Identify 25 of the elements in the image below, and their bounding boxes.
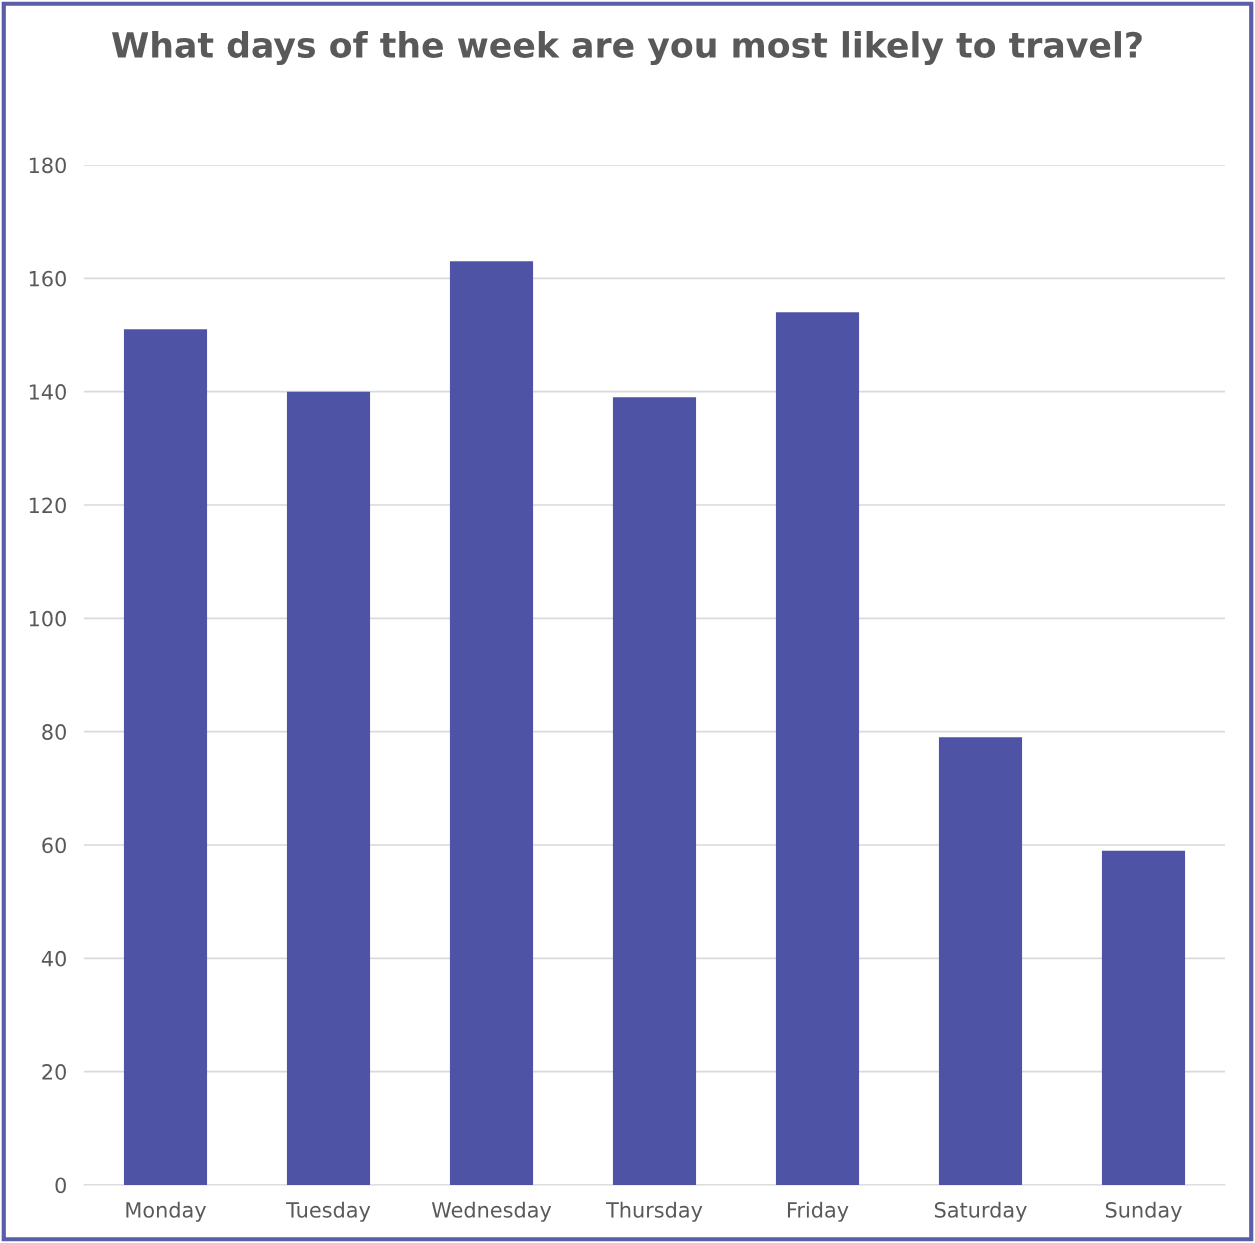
y-tick-label: 140 <box>29 384 66 400</box>
bar <box>123 329 208 1185</box>
x-tick-label: Monday <box>126 1201 206 1222</box>
bar <box>938 737 1023 1185</box>
x-tick-label: Sunday <box>1105 1201 1182 1222</box>
y-tick-label: 120 <box>29 497 66 514</box>
y-tick-label: 0 <box>55 1177 66 1194</box>
y-tick-label: 180 <box>29 157 66 174</box>
x-tick-label: Tuesday <box>286 1201 371 1222</box>
bar <box>449 261 534 1185</box>
bar <box>775 312 860 1185</box>
x-tick-label: Thursday <box>606 1201 703 1222</box>
x-tick-label: Saturday <box>934 1201 1027 1222</box>
y-tick-label: 40 <box>41 950 66 967</box>
x-tick-label: Wednesday <box>431 1201 552 1222</box>
bar <box>1101 850 1186 1185</box>
y-tick-label: 80 <box>42 724 66 740</box>
chart-title: What days of the week are you most likely to travel? <box>112 31 1142 65</box>
y-tick-label: 60 <box>42 837 66 854</box>
y-tick-label: 100 <box>29 610 66 627</box>
x-tick-label: Friday <box>787 1201 849 1222</box>
bar <box>286 391 371 1185</box>
y-tick-label: 160 <box>29 270 66 287</box>
bar <box>612 397 697 1185</box>
y-tick-label: 20 <box>42 1064 66 1080</box>
